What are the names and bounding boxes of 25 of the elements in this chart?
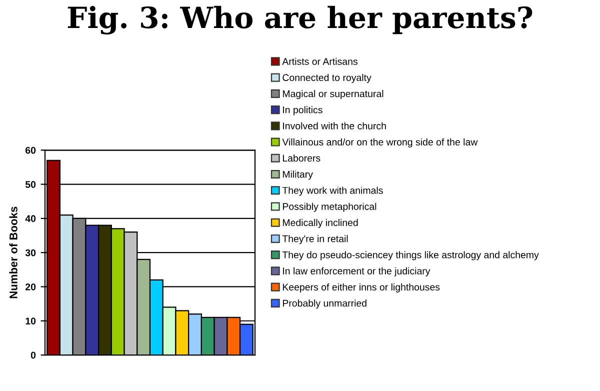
legend-label: In politics — [283, 106, 322, 116]
legend-label: Connected to royalty — [282, 74, 372, 83]
legend-label: Medically inclined — [282, 218, 358, 228]
legend-label: Laborers — [282, 154, 320, 162]
legend-label: Villainous and/or on the wrong side of the law — [282, 138, 478, 148]
y-tick-label: 0 — [30, 352, 36, 359]
legend-label: Involved with the church — [283, 122, 386, 130]
legend-label: Artists or Artisans — [282, 58, 358, 65]
chart-title: Fig. 3: Who are her parents? — [68, 6, 532, 35]
y-tick-label: 10 — [26, 318, 36, 324]
legend-label: They do pseudo-sciencey things like astrology and alchemy — [282, 251, 539, 260]
y-tick-label: 60 — [26, 146, 36, 154]
legend-label: Military — [282, 170, 313, 180]
y-tick-label: 30 — [25, 249, 36, 256]
legend-label: Magical or supernatural — [282, 90, 384, 100]
legend-label: Possibly metaphorical — [282, 202, 376, 212]
y-tick-label: 40 — [25, 215, 36, 222]
legend-label: They work with animals — [282, 186, 383, 196]
legend-label: They're in retail — [282, 235, 348, 244]
y-tick-label: 20 — [25, 283, 36, 290]
legend-label: Probably unmarried — [282, 300, 366, 309]
y-axis-title: Number of Books — [9, 206, 18, 298]
y-tick-label: 50 — [25, 181, 36, 188]
legend-label: In law enforcement or the judiciary — [283, 267, 430, 276]
legend-label: Keepers of either inns or lighthouses — [282, 283, 440, 292]
